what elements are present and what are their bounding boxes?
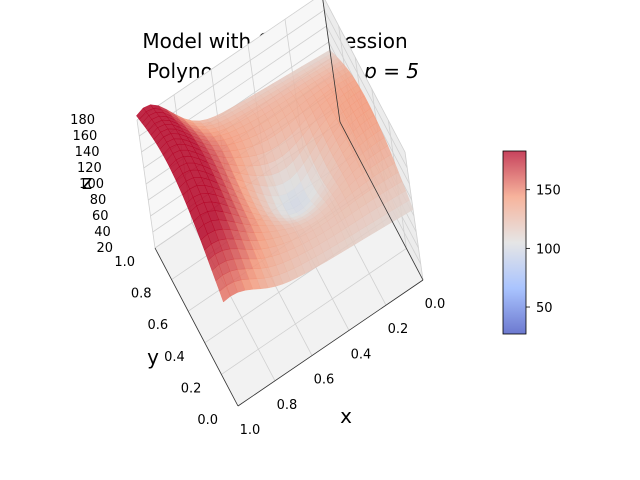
y-tick-label: 0.4 (164, 350, 185, 365)
colorbar: 50 100 150 (502, 150, 561, 335)
x-tick-label: 0.0 (425, 297, 446, 312)
y-tick-label: 0.6 (148, 318, 169, 333)
x-tick-label: 0.8 (277, 398, 298, 413)
axis-edge (339, 121, 424, 281)
z-tick-label: 160 (72, 129, 97, 144)
z-tick-label: 180 (70, 113, 95, 128)
y-tick-label: 1.0 (114, 255, 135, 270)
chart-title-math: p = 5 (363, 59, 419, 83)
y-tick-labels: 0.0 0.2 0.4 0.6 0.8 1.0 (114, 255, 218, 428)
z-tick-label: 60 (92, 209, 109, 224)
z-tick-label: 20 (96, 241, 113, 256)
y-tick-label: 0.8 (131, 287, 152, 302)
z-axis-label: z (82, 170, 93, 194)
x-tick-label: 0.4 (351, 347, 372, 362)
z-tick-label: 40 (94, 225, 111, 240)
y-axis-label: y (147, 345, 159, 369)
side-gridline-z (323, 9, 408, 169)
x-tick-label: 0.2 (388, 322, 409, 337)
colorbar-ticks: 50 100 150 (526, 184, 561, 316)
z-tick-label: 140 (75, 145, 100, 160)
z-tick-label: 120 (77, 161, 102, 176)
colorbar-tick-label: 100 (536, 242, 561, 257)
x-tick-label: 0.6 (314, 373, 335, 388)
axis-edge (154, 247, 239, 407)
z-tick-label: 80 (90, 193, 107, 208)
x-tick-labels: 0.0 0.2 0.4 0.6 0.8 1.0 (240, 297, 446, 438)
y-tick-label: 0.2 (181, 381, 202, 396)
axis-edge (237, 279, 424, 407)
colorbar-tick-label: 150 (536, 184, 561, 199)
y-tick-label: 0.0 (197, 413, 218, 428)
x-tick-label: 1.0 (240, 423, 261, 438)
z-tick-label: 100 (79, 177, 104, 192)
colorbar-tick-label: 50 (536, 301, 553, 316)
axes-frame (154, 0, 424, 407)
side-gridline-z (324, 0, 406, 153)
surface-plot (136, 49, 414, 303)
floor-gridline-y (221, 248, 407, 375)
axis-edge (322, 0, 341, 123)
back-gridline-z (136, 0, 314, 121)
x-axis-label: x (340, 404, 352, 428)
colorbar-gradient (502, 150, 527, 335)
